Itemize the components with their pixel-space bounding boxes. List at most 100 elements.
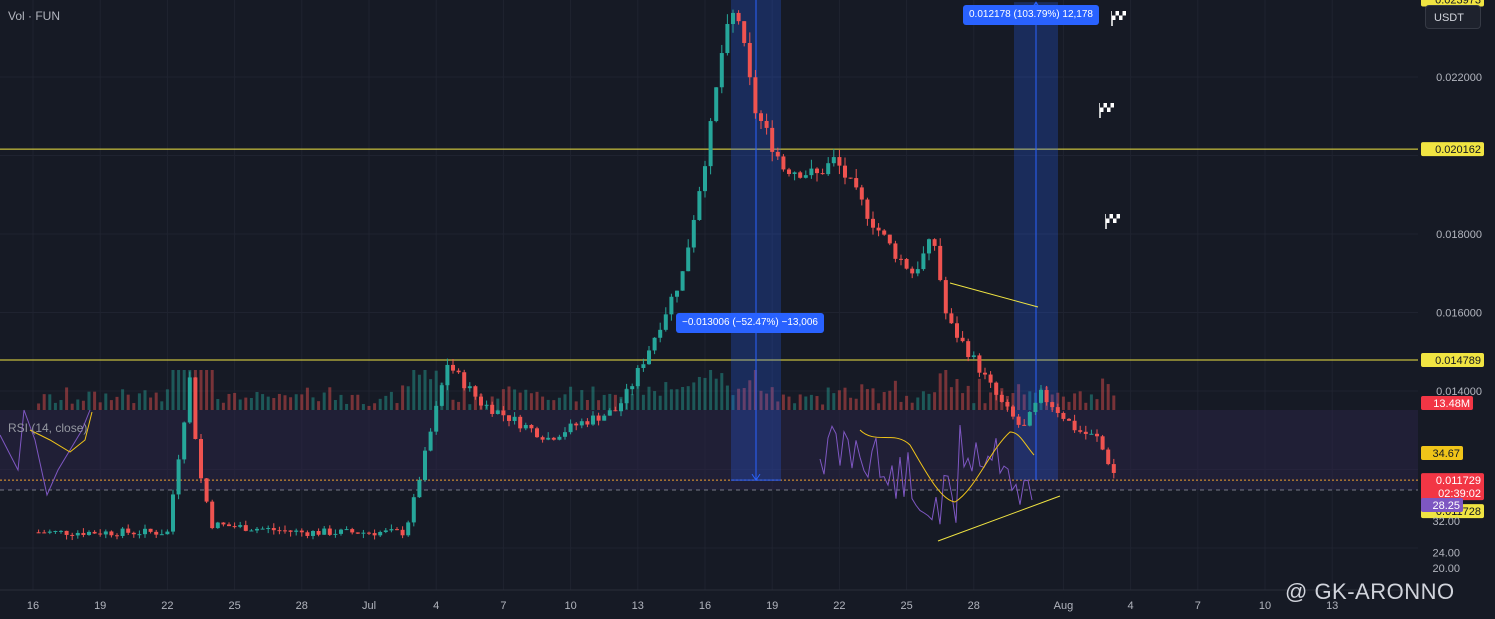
candle-body [507, 415, 511, 421]
volume-indicator-label[interactable]: Vol · FUN [8, 9, 61, 23]
volume-bar [524, 389, 528, 410]
volume-bar [255, 391, 259, 410]
volume-bar [350, 394, 354, 410]
currency-selector[interactable]: USDT [1425, 5, 1481, 29]
candle-body [1027, 412, 1032, 426]
rsi-tick-label: 32.00 [1432, 516, 1460, 528]
candle-body [411, 497, 416, 523]
candle-body [64, 530, 69, 535]
volume-value-tag [1421, 396, 1473, 410]
candle-body [669, 296, 674, 315]
volume-bar [949, 387, 953, 410]
volume-bar [529, 393, 533, 410]
flags[interactable] [1099, 11, 1126, 229]
volume-bar [658, 395, 662, 410]
candle-body [809, 168, 814, 176]
candle-body [255, 528, 259, 531]
candle-body [798, 172, 803, 178]
volume-bar [266, 396, 270, 410]
volume-bar [395, 403, 399, 410]
candle-body [999, 394, 1004, 402]
volume-bar [910, 402, 914, 410]
candle-body [462, 372, 467, 389]
time-axis[interactable]: 16 19 22 25 28 Jul 4 7 10 13 16 19 22 25 28 Aug 4 7 10 13 [0, 589, 1418, 612]
volume-bar [1089, 394, 1093, 410]
volume-bar [742, 388, 746, 410]
volume-bar [109, 400, 113, 410]
rsi-indicator-label[interactable]: RSI (14, close) [8, 421, 88, 435]
target-flag-icon[interactable] [1111, 11, 1126, 26]
target-flag-icon[interactable] [1105, 214, 1120, 229]
volume-bar [1022, 394, 1026, 410]
volume-bar [507, 386, 511, 410]
volume-bar [462, 376, 466, 410]
volume-bar [865, 389, 869, 410]
volume-bar [804, 396, 808, 410]
volume-bar [569, 386, 573, 410]
candle-body [781, 156, 786, 170]
volume-bar [412, 370, 416, 410]
candle-body [1061, 412, 1066, 419]
volume-bar [636, 376, 640, 410]
candle-body [988, 374, 993, 383]
candle-body [439, 385, 444, 406]
target-flag-icon[interactable] [1099, 103, 1114, 118]
price-axis[interactable]: 0.0220000.0180000.0160000.0140000.008000… [1418, 0, 1495, 619]
candle-body [176, 459, 181, 495]
volume-bar [227, 393, 231, 410]
candle-body [154, 531, 159, 535]
volume-bar [378, 398, 382, 410]
candle-body [87, 531, 91, 535]
volume-bar [821, 404, 825, 410]
candle-body [36, 532, 41, 534]
volume-bar [709, 370, 713, 410]
volume-bar [384, 395, 388, 410]
candle-body [1106, 449, 1111, 465]
volume-bar [714, 378, 718, 410]
candle-body [232, 526, 237, 528]
time-tick-label: 4 [1128, 600, 1134, 612]
candle-body [378, 531, 383, 536]
candle-body [131, 532, 136, 535]
volume-bar [126, 394, 130, 410]
time-tick-label: 19 [766, 600, 778, 612]
candle-body [1100, 436, 1105, 450]
watermark-text: @ GK-ARONNO [1285, 579, 1455, 604]
candle-body [126, 528, 131, 533]
candle-body [904, 259, 909, 269]
volume-bar [781, 394, 785, 410]
volume-bar [115, 396, 119, 410]
volume-bar [837, 390, 841, 410]
level-price-value: 0.023973 [1435, 0, 1481, 7]
candle-body [75, 532, 80, 536]
rsi-tick-label: 24.00 [1432, 547, 1460, 559]
candle-body [943, 280, 948, 314]
candle-body [103, 531, 108, 535]
trendlines[interactable] [937, 282, 1061, 542]
price-trendline[interactable] [949, 282, 1039, 308]
candle-body [92, 531, 97, 534]
volume-bar [602, 394, 606, 410]
rsi-tick-label: 20.00 [1432, 563, 1460, 575]
candle-body [395, 529, 399, 531]
measure-rulers[interactable] [731, 0, 1058, 482]
volume-bar [37, 403, 41, 410]
candle-body [389, 529, 394, 531]
candle-body [1044, 390, 1049, 403]
candle-body [495, 410, 500, 414]
rsi-trendline[interactable] [937, 495, 1061, 542]
volume-bar [832, 393, 836, 410]
candle-body [764, 120, 769, 128]
candle-body [960, 337, 965, 342]
candle-body [1011, 406, 1015, 417]
candle-body [1072, 420, 1077, 431]
volume-bar [552, 400, 556, 410]
candle-body [602, 415, 607, 421]
time-tick-label: 7 [1195, 600, 1201, 612]
candle-body [568, 423, 573, 433]
volume-bar [921, 391, 925, 410]
time-tick-label: 13 [1326, 600, 1338, 612]
candle-body [831, 157, 836, 164]
